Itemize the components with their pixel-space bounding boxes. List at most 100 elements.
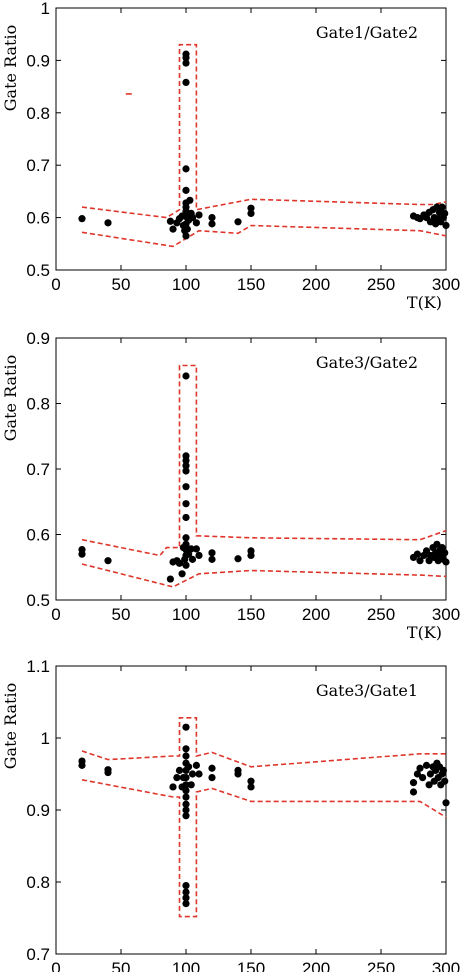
- data-point: [104, 766, 112, 774]
- data-point: [442, 558, 450, 566]
- y-tick-label: 0.5: [26, 591, 50, 610]
- data-point: [247, 209, 255, 218]
- envelope-upper: [81, 43, 447, 219]
- data-point: [182, 806, 190, 814]
- data-point: [186, 196, 194, 204]
- data-point: [247, 204, 255, 212]
- data-point: [426, 770, 434, 778]
- data-point: [413, 550, 421, 558]
- data-point: [192, 219, 200, 227]
- data-point: [442, 221, 450, 230]
- y-tick-label: 0.8: [26, 104, 50, 123]
- data-point: [182, 812, 190, 820]
- y-tick-label: 0.9: [26, 329, 50, 348]
- data-point: [182, 165, 190, 173]
- y-tick-label: 1: [41, 729, 50, 748]
- y-tick-label: 0.6: [26, 526, 50, 545]
- data-point: [182, 781, 190, 789]
- data-point: [441, 777, 449, 785]
- y-axis-label: Gate Ratio: [1, 683, 20, 769]
- data-point: [234, 218, 242, 226]
- x-tick-label: 100: [172, 275, 200, 294]
- data-point: [188, 770, 197, 778]
- data-point: [419, 774, 427, 782]
- data-point: [182, 800, 190, 808]
- data-point: [182, 78, 190, 87]
- data-point: [175, 766, 184, 775]
- data-point: [439, 766, 447, 775]
- y-tick-label: 0.7: [26, 460, 50, 479]
- data-point: [182, 186, 190, 194]
- x-tick-label: 300: [432, 605, 460, 624]
- panel-title: Gate1/Gate2: [316, 23, 418, 42]
- x-tick-label: 200: [302, 959, 330, 972]
- x-tick-label: 0: [51, 605, 60, 624]
- data-point: [182, 882, 190, 890]
- data-point: [175, 559, 184, 567]
- plot-frame: [55, 337, 447, 601]
- data-point: [182, 232, 190, 240]
- x-tick-label: 50: [112, 275, 131, 294]
- data-point: [182, 752, 190, 760]
- chart-panel-2: 0 50 100 150 200 250 300 0.5 0.6 0.7 0.8 0.9 Gate Ra…: [1, 329, 460, 642]
- y-tick-label: 0.9: [26, 51, 50, 70]
- data-point: [104, 219, 112, 227]
- data-point: [169, 225, 177, 233]
- data-point: [182, 513, 190, 522]
- envelope-upper: [81, 364, 447, 557]
- data-point: [166, 217, 174, 225]
- data-point: [169, 783, 177, 791]
- data-point: [187, 545, 195, 553]
- y-tick-label: 0.7: [26, 945, 50, 964]
- data-point: [178, 570, 186, 578]
- y-tick-label: 0.5: [26, 261, 50, 280]
- data-point: [182, 894, 190, 902]
- envelope-lower: [81, 224, 447, 248]
- x-tick-label: 300: [432, 275, 460, 294]
- chart-panel-1: 0 50 100 150 200 250 300 0.5 0.6 0.7 0.8 0.9 1 Gate R…: [1, 0, 460, 312]
- data-point: [425, 781, 433, 789]
- y-tick-label: 0.8: [26, 395, 50, 414]
- y-axis-label: Gate Ratio: [1, 25, 20, 111]
- data-point: [422, 761, 431, 769]
- panel-title: Gate3/Gate1: [316, 681, 418, 700]
- data-point: [182, 745, 190, 753]
- data-point: [208, 764, 216, 772]
- data-point: [208, 549, 216, 557]
- data-point: [441, 549, 449, 557]
- data-point: [188, 555, 197, 563]
- data-point: [182, 500, 190, 508]
- plot-frame: [55, 7, 447, 271]
- y-tick-label: 0.7: [26, 156, 50, 175]
- y-tick-label: 1.1: [26, 657, 50, 676]
- data-point: [208, 774, 216, 782]
- envelope-lower: [81, 779, 447, 918]
- data-point: [185, 763, 193, 771]
- data-point: [183, 225, 191, 233]
- data-point: [195, 551, 203, 560]
- data-point: [182, 774, 190, 782]
- data-point: [438, 203, 446, 211]
- data-point: [182, 50, 190, 58]
- data-point: [182, 561, 190, 569]
- plot-frame: [55, 665, 447, 955]
- data-point: [413, 770, 421, 778]
- data-point: [188, 214, 197, 222]
- x-tick-label: 200: [302, 605, 330, 624]
- data-point: [433, 540, 441, 548]
- x-tick-label: 0: [51, 959, 60, 972]
- data-point: [195, 211, 203, 219]
- x-tick-label: 100: [172, 959, 200, 972]
- data-point: [247, 547, 255, 555]
- x-tick-label: 0: [51, 275, 60, 294]
- x-axis-label: T(K): [407, 293, 442, 312]
- y-axis-label: Gate Ratio: [1, 355, 20, 441]
- data-point: [182, 462, 190, 470]
- chart-panel-3: 0 50 100 150 200 250 300 0.7 0.8 0.9 1 1.1 Gate Rati…: [1, 657, 460, 972]
- data-point: [416, 764, 424, 772]
- data-point: [182, 483, 190, 491]
- x-tick-label: 100: [172, 605, 200, 624]
- x-tick-label: 150: [237, 275, 265, 294]
- data-point: [208, 555, 216, 563]
